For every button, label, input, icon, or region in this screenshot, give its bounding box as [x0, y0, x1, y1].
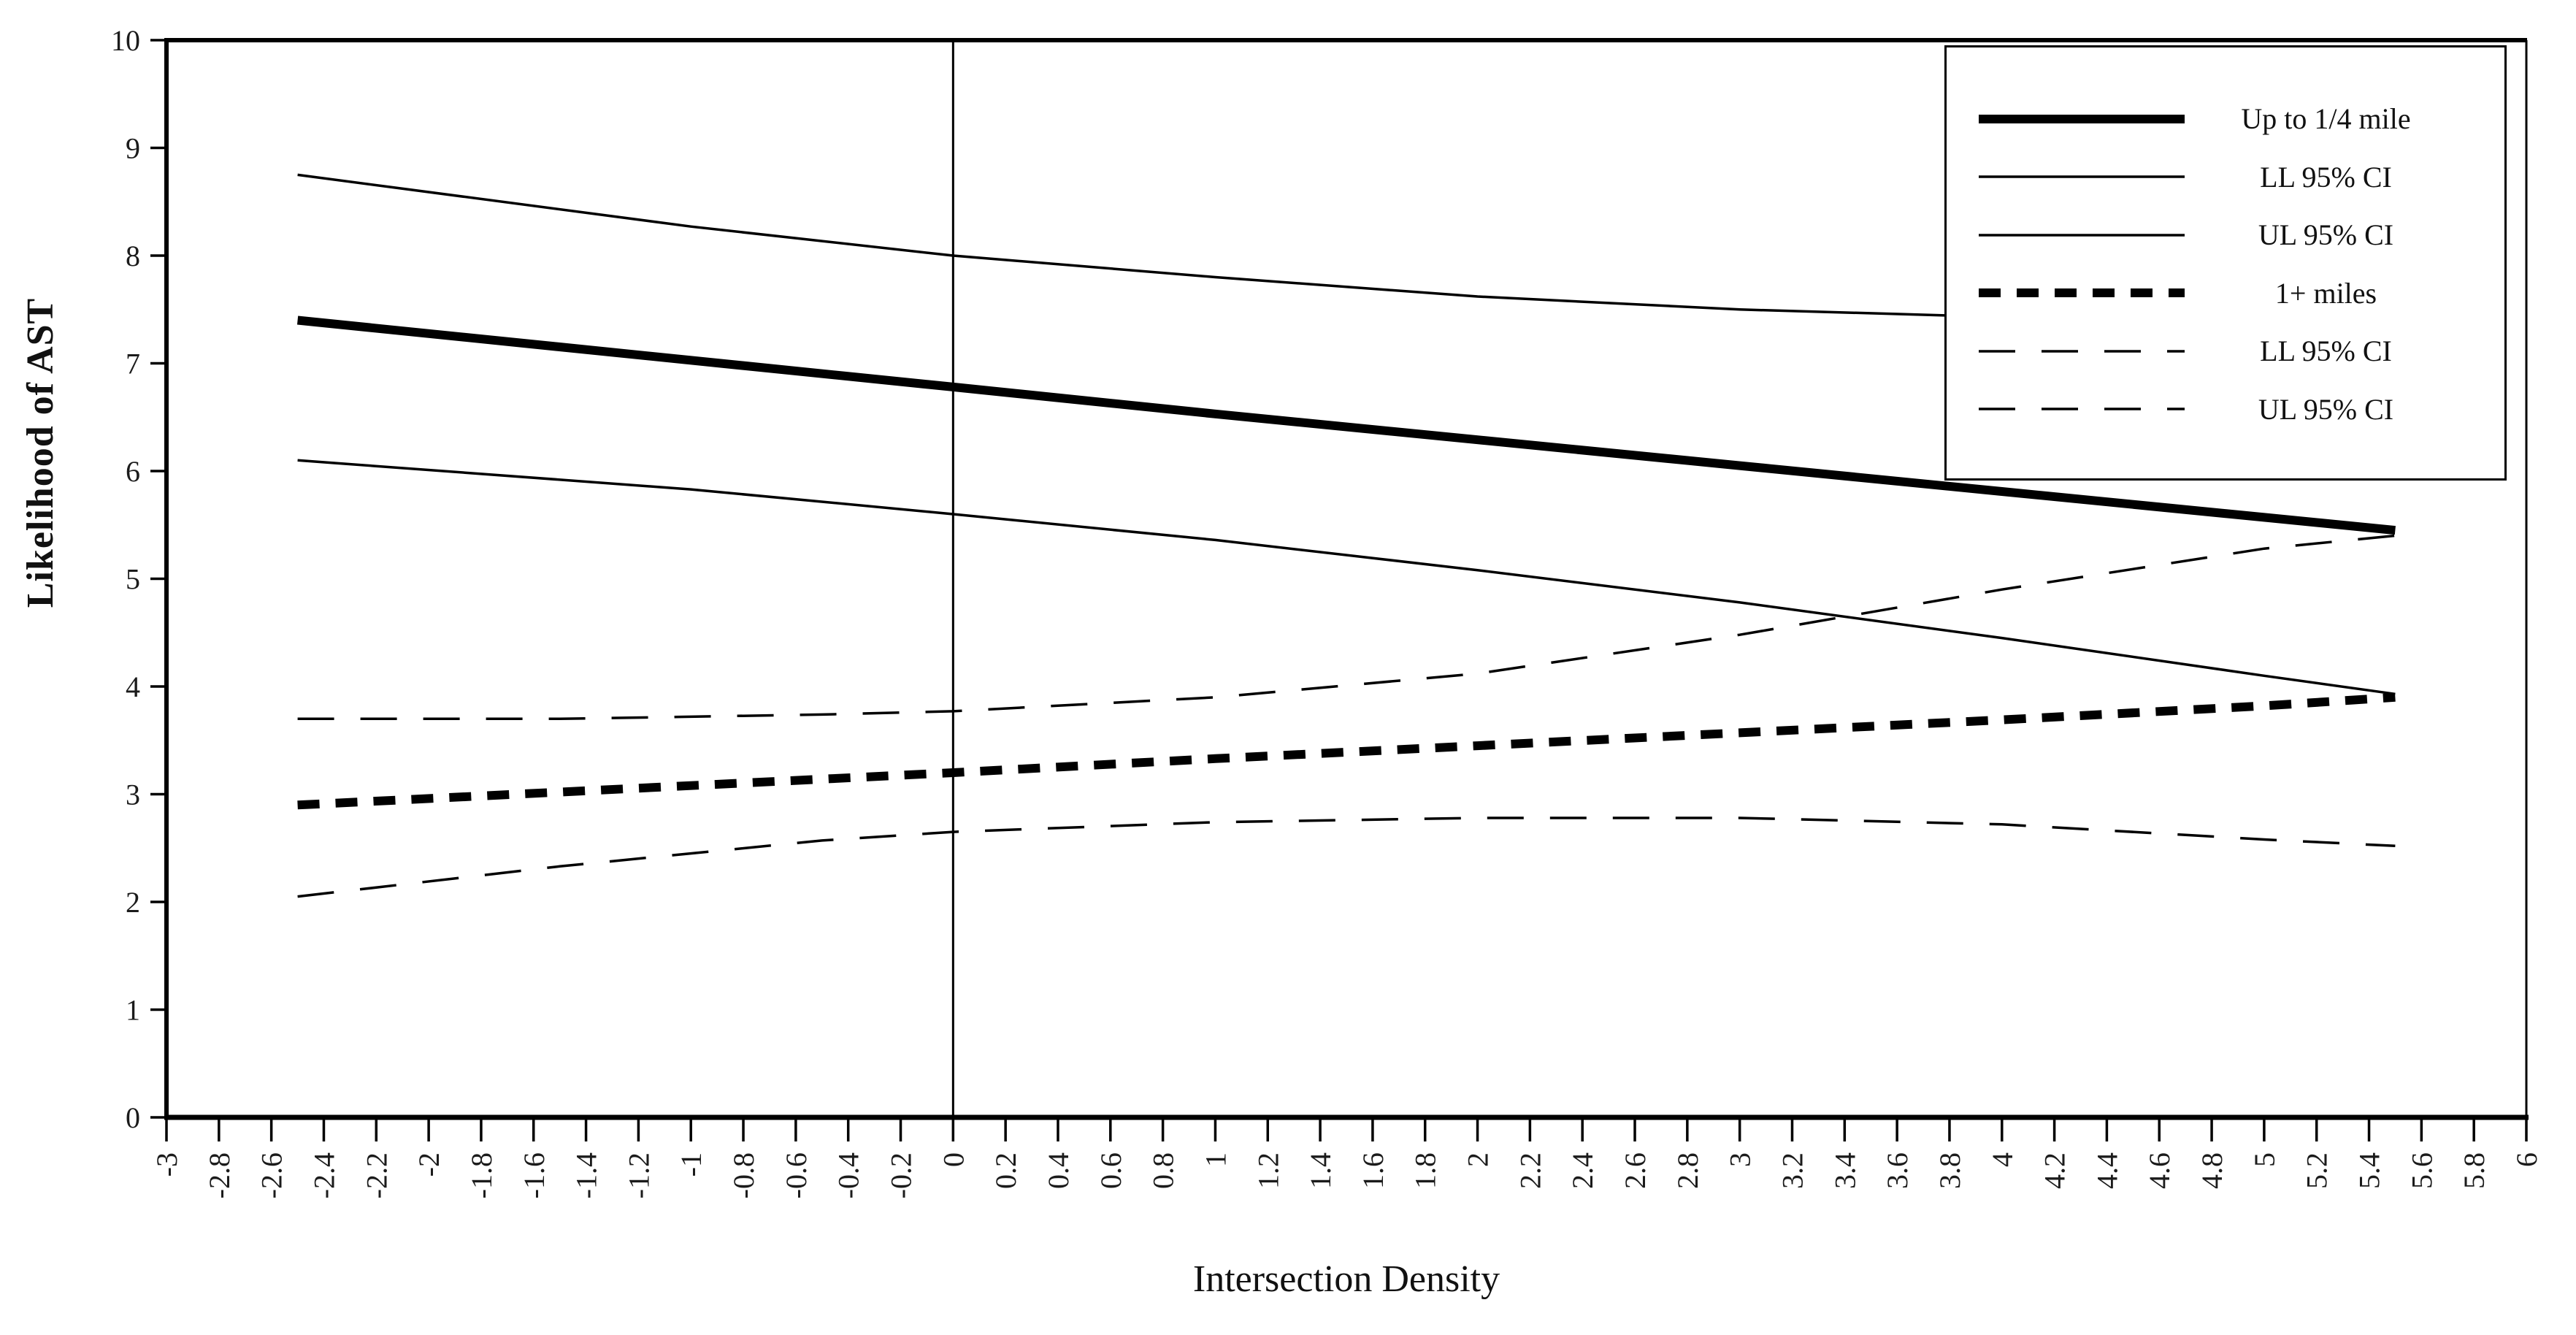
x-tick-label: 0.2	[989, 1152, 1022, 1189]
x-tick-label: 0.6	[1095, 1152, 1127, 1189]
legend-row: Up to 1/4 mile	[1947, 102, 2504, 136]
legend-row: LL 95% CI	[1947, 160, 2504, 194]
y-tick-label: 2	[126, 886, 140, 919]
y-tick-label: 8	[126, 240, 140, 272]
series-line-1	[297, 459, 2396, 696]
legend-row: LL 95% CI	[1947, 334, 2504, 368]
y-tick-label: 4	[126, 670, 140, 703]
legend-label: UL 95% CI	[2258, 218, 2394, 252]
x-tick-label: -1.8	[465, 1152, 498, 1198]
x-tick-label: 0.4	[1042, 1152, 1075, 1189]
x-tick-label: -2.6	[256, 1152, 288, 1198]
y-tick-label: 10	[111, 24, 140, 57]
x-tick-label: 3.6	[1881, 1152, 1914, 1189]
legend-sample-thick-solid-icon	[1979, 114, 2185, 123]
legend-label: LL 95% CI	[2260, 334, 2392, 368]
series-line-4	[297, 816, 2396, 898]
x-tick-label: 3	[1724, 1152, 1757, 1167]
legend-label: Up to 1/4 mile	[2241, 102, 2411, 136]
x-tick-label: 5.6	[2405, 1152, 2438, 1189]
legend-row: UL 95% CI	[1947, 218, 2504, 252]
x-tick-label: 1.4	[1304, 1152, 1337, 1189]
x-tick-label: -0.4	[832, 1152, 865, 1198]
series-lines	[296, 173, 2396, 898]
y-axis-ticks: 0 1 2 3 4 5 6 7 8 9 10	[111, 24, 166, 1134]
y-tick-label: 5	[126, 563, 140, 596]
x-tick-label: 0	[937, 1152, 970, 1167]
x-tick-label: 2.4	[1566, 1152, 1599, 1189]
series-line-3	[297, 692, 2396, 810]
legend-sample-thin-longdash-icon	[1979, 408, 2185, 410]
y-tick-label: 1	[126, 994, 140, 1027]
y-tick-label: 3	[126, 779, 140, 811]
x-tick-label: -1.4	[570, 1152, 603, 1198]
legend-sample-thin-solid-icon	[1979, 175, 2185, 178]
legend-label: UL 95% CI	[2258, 392, 2394, 426]
x-tick-label: 2.8	[1671, 1152, 1704, 1189]
x-tick-label: 1.6	[1357, 1152, 1389, 1189]
x-tick-label: -2.2	[360, 1152, 393, 1198]
x-tick-label: -1.2	[622, 1152, 655, 1198]
x-tick-label: 3.2	[1776, 1152, 1809, 1189]
series-line-0	[296, 315, 2396, 535]
x-tick-label: 4.8	[2196, 1152, 2228, 1189]
x-tick-label: 4	[1986, 1152, 2019, 1167]
x-tick-label: -1	[675, 1152, 708, 1177]
x-tick-label: 2.6	[1619, 1152, 1652, 1189]
y-tick-label: 7	[126, 348, 140, 380]
x-tick-label: -2	[413, 1152, 445, 1177]
x-tick-label: 5.8	[2458, 1152, 2491, 1189]
y-tick-label: 0	[126, 1101, 140, 1134]
x-tick-label: 5	[2248, 1152, 2281, 1167]
x-tick-label: -0.2	[885, 1152, 918, 1198]
x-tick-label: 2	[1462, 1152, 1495, 1167]
x-tick-label: 6	[2510, 1152, 2543, 1167]
x-tick-label: -1.6	[518, 1152, 551, 1198]
x-tick-label: -0.8	[727, 1152, 760, 1198]
legend-label: LL 95% CI	[2260, 160, 2392, 194]
x-tick-label: -0.6	[780, 1152, 813, 1198]
x-tick-label: 4.4	[2090, 1152, 2123, 1189]
legend-row: 1+ miles	[1947, 276, 2504, 310]
x-axis-title: Intersection Density	[1193, 1258, 1500, 1300]
x-tick-label: -3	[150, 1152, 183, 1177]
series-line-5	[297, 534, 2396, 721]
x-tick-label: 1	[1199, 1152, 1232, 1167]
legend-sample-thin-solid-icon	[1979, 234, 2185, 237]
x-tick-label: 1.2	[1251, 1152, 1284, 1189]
legend-row: UL 95% CI	[1947, 392, 2504, 426]
x-tick-label: -2.4	[307, 1152, 340, 1198]
legend-label: 1+ miles	[2274, 276, 2377, 310]
y-tick-label: 6	[126, 455, 140, 488]
x-tick-label: 3.8	[1933, 1152, 1966, 1189]
x-tick-label: 5.2	[2301, 1152, 2334, 1189]
x-tick-label: 4.2	[2039, 1152, 2071, 1189]
x-tick-label: 4.6	[2143, 1152, 2176, 1189]
x-tick-label: 1.8	[1409, 1152, 1442, 1189]
x-tick-label: 3.4	[1828, 1152, 1861, 1189]
y-tick-label: 9	[126, 132, 140, 165]
legend-sample-thin-longdash-icon	[1979, 350, 2185, 353]
legend-sample-thick-dashed-icon	[1979, 288, 2185, 298]
x-tick-label: 0.8	[1147, 1152, 1180, 1189]
legend-box: Up to 1/4 mile LL 95% CI UL 95% CI 1+ miles…	[1944, 45, 2507, 481]
x-tick-label: 2.2	[1514, 1152, 1546, 1189]
y-axis-title: Likelihood of AST	[20, 298, 61, 608]
x-tick-label: 5.4	[2353, 1152, 2386, 1189]
x-tick-label: -2.8	[203, 1152, 236, 1198]
x-axis-ticks: -3 -2.8 -2.6 -2.4 -2.2 -2 -1.8 -1.6 -1.4 -1.2 -1 -0…	[150, 1120, 2543, 1198]
